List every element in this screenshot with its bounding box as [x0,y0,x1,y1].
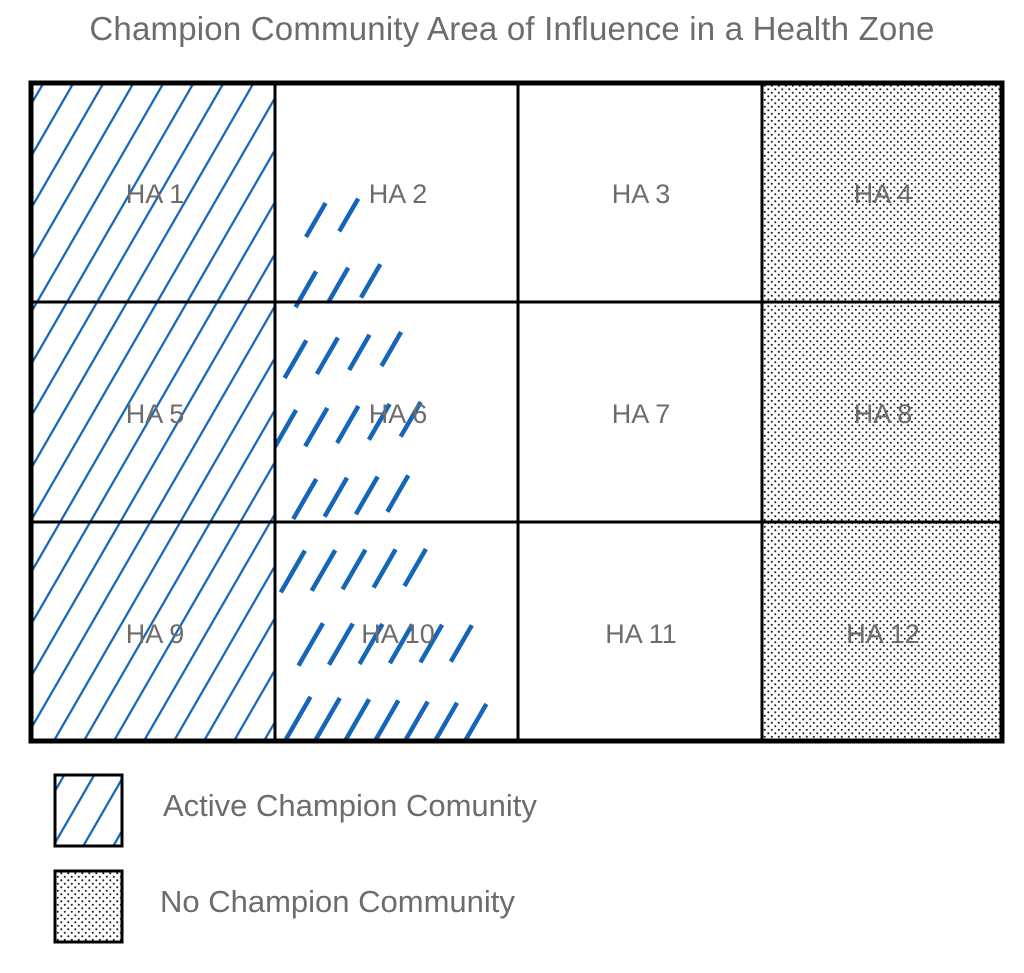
fade-hatch-dash [309,549,338,592]
fade-hatch-dash [347,333,372,372]
fade-hatch-dash [403,700,430,741]
fade-hatch-dash [373,699,401,741]
fade-hatch-dash [314,336,340,376]
cell-label-ha-8: HA 8 [854,399,913,429]
legend-active-swatch [53,773,124,848]
cell-label-ha-3: HA 3 [612,179,671,209]
fade-hatch-dash [357,622,385,666]
fade-hatch-dash [379,330,404,368]
fade-hatch-dash [291,477,319,521]
fade-hatch-dash [304,201,328,239]
legend-none-swatch [53,869,124,944]
grid-border [28,80,1005,744]
fade-hatch-dash [448,624,474,663]
fade-hatch-dash [275,408,299,451]
cell-label-ha-2: HA 2 [369,179,428,209]
cell-label-ha-10: HA 10 [361,619,435,649]
fade-hatch-dash [359,263,383,299]
cell-label-ha-1: HA 1 [126,179,185,209]
active-area-fill [31,83,275,741]
fade-hatch-dash [463,702,489,741]
cell-labels: HA 1 HA 2 HA 3 HA 4 HA 5 HA 6 HA 7 HA 8 HA 9 HA 1… [126,179,920,649]
cell-label-ha-7: HA 7 [612,399,671,429]
fade-hatch-dash [353,475,380,516]
fade-hatch-dash [296,622,325,667]
fade-hatch-dash [278,549,307,594]
cell-label-ha-11: HA 11 [605,619,677,649]
fade-hatch-dash [303,406,330,448]
fade-hatch-dash [340,548,368,591]
fade-hatch-dash [322,476,349,518]
fade-hatch-dash [335,404,361,445]
fade-hatch-dash [283,695,313,741]
fade-hatch-dash [343,698,372,741]
fade-hatch-dash [282,339,309,380]
grid-lines [31,83,1002,741]
fade-hatch-dash [326,266,351,304]
fade-hatch-dash [418,623,445,664]
fade-hatch-dash [313,696,342,741]
influence-fade-hatch [275,197,489,741]
cell-label-ha-12: HA 12 [846,619,920,649]
cell-label-ha-6: HA 6 [369,399,428,429]
fade-hatch-dash [433,701,460,741]
legend-active-label: Active Champion Comunity [163,788,537,823]
cell-label-ha-4: HA 4 [854,179,913,209]
legend-none-label: No Champion Community [160,884,515,919]
fade-hatch-dash [398,400,423,438]
fade-hatch-dash [387,623,415,665]
cell-label-ha-9: HA 9 [126,619,185,649]
fade-hatch-dash [402,547,428,588]
no-champion-area-fill [762,83,1002,741]
fade-hatch-dash [327,622,355,666]
fade-hatch-dash [366,402,392,441]
fade-hatch-dash [385,474,411,513]
fade-hatch-dash [371,548,398,589]
cell-label-ha-5: HA 5 [126,399,185,429]
fade-hatch-dash [337,197,361,233]
diagram-title: Champion Community Area of Influence in … [89,10,935,47]
